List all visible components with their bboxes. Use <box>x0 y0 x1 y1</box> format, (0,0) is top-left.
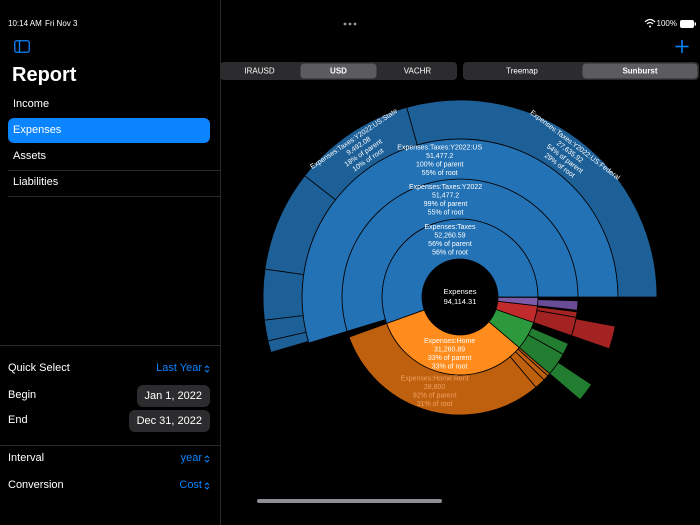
chevron <box>204 482 210 490</box>
setting-label: Begin <box>8 389 37 401</box>
segment-label-line: 52,260.59 <box>434 232 465 239</box>
sunburst-segment[interactable] <box>549 361 593 401</box>
sunburst-segment[interactable] <box>262 268 305 321</box>
segment-label-line: 31% of root <box>417 401 453 408</box>
nav-item[interactable]: Liabilities <box>13 176 59 188</box>
wifi-dot <box>649 25 651 28</box>
setting-label: Conversion <box>8 479 64 491</box>
segment-label-line: 100% of parent <box>416 162 464 169</box>
sunburst-segment[interactable] <box>537 299 579 311</box>
segment-label: Expenses:Taxes:Y2022 51,477.299% of paren… <box>409 184 482 217</box>
segment-label-line: Expenses:Taxes:Y2022:US <box>397 145 482 152</box>
sunburst-segment[interactable] <box>570 318 616 350</box>
setting-value[interactable]: Dec 31, 2022 <box>128 410 210 432</box>
segment-label-line: 56% of root <box>432 249 468 256</box>
chevron <box>204 365 210 373</box>
segment-label-line: 99% of parent <box>424 201 468 208</box>
setting-value[interactable]: Jan 1, 2022 <box>136 385 210 407</box>
status-battery: 100% <box>657 19 677 28</box>
segment-label-line: Expenses:Taxes <box>424 224 475 231</box>
segment-label-line: 55% of root <box>422 170 458 177</box>
segment-selected <box>582 63 698 79</box>
segment-label-line: 28,800 <box>424 384 446 391</box>
battery-icon <box>680 20 694 28</box>
segment-label-line: 55% of root <box>428 210 464 217</box>
home-indicator <box>257 499 442 503</box>
center-name: Expenses <box>444 287 477 296</box>
multitask-dots[interactable] <box>343 22 357 26</box>
segment-label-line: 51,477.2 <box>432 193 459 200</box>
segment-label-line: 33% of root <box>432 364 468 371</box>
segment-label-line: Expenses:Home:Rent <box>401 376 469 383</box>
segment-label-line: 51,477.2 <box>426 153 453 160</box>
section-separator <box>0 345 220 346</box>
toolbar: IRAUSD USD VACHR Treemap Sunburst <box>220 62 699 80</box>
segment[interactable]: Sunburst <box>622 67 657 76</box>
nav-item[interactable]: Expenses <box>8 118 210 143</box>
setting-value[interactable]: Cost <box>179 479 202 491</box>
add-button[interactable] <box>675 40 689 53</box>
section-separator <box>0 445 220 446</box>
setting-value[interactable]: year <box>180 452 202 464</box>
status-time: 10:14 AM <box>8 19 42 28</box>
nav-item[interactable]: Assets <box>13 150 47 162</box>
setting-label: End <box>8 414 28 426</box>
segment[interactable]: USD <box>330 67 347 76</box>
segment[interactable]: VACHR <box>404 67 432 76</box>
segment-selected <box>300 63 377 79</box>
nav-item[interactable]: Income <box>13 98 50 110</box>
battery-tip <box>694 22 696 26</box>
sidebar: Report Income Expenses Assets Liabilities Q… <box>0 0 220 525</box>
setting-label: Interval <box>8 452 45 464</box>
sunburst-center[interactable] <box>422 259 498 335</box>
segment-label-line: 31,260.89 <box>434 347 465 354</box>
segment[interactable]: IRAUSD <box>244 67 274 76</box>
chevron <box>204 455 210 463</box>
setting-value[interactable]: Last Year <box>156 362 202 374</box>
nav-separator <box>8 195 220 197</box>
segment-label-line: 92% of parent <box>413 393 457 400</box>
center-value: 94,114.31 <box>444 297 477 306</box>
segment-label-line: Expenses:Taxes:Y2022 <box>409 184 482 191</box>
wifi-icon <box>644 18 656 25</box>
sunburst-segment[interactable] <box>348 323 537 416</box>
nav-separator <box>8 169 220 171</box>
setting-label: Quick Select <box>8 362 70 374</box>
segment-label-line: 33% of parent <box>428 355 472 362</box>
sidebar-title: Report <box>12 64 77 86</box>
sunburst-segment[interactable] <box>527 327 569 355</box>
segment-label-line: Expenses:Home <box>424 338 475 345</box>
sunburst-segment[interactable] <box>267 331 309 353</box>
segment[interactable]: Treemap <box>506 67 538 76</box>
sidebar-toggle[interactable] <box>14 40 30 53</box>
segment-label-line: 56% of parent <box>428 241 472 248</box>
sunburst-segment[interactable] <box>536 306 578 318</box>
status-date: Fri Nov 3 <box>45 19 78 28</box>
